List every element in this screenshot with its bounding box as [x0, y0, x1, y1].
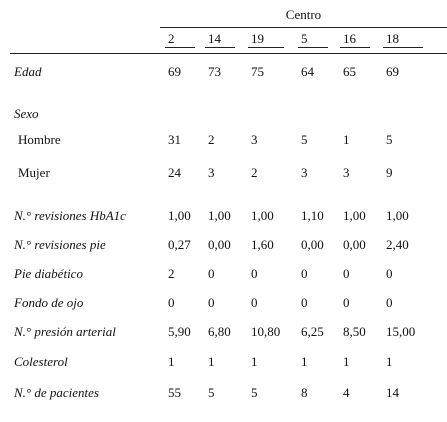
row-label: Hombre — [18, 132, 61, 147]
column-header-underline — [205, 47, 235, 48]
table-cell: 5,90 — [168, 324, 191, 339]
table-cell: 1 — [386, 354, 393, 369]
table-cell: 0 — [208, 266, 215, 281]
table-cell: 1 — [343, 132, 350, 147]
table-cell: 10,80 — [251, 324, 281, 339]
table-cell: 3 — [251, 132, 258, 147]
table-cell: 0 — [251, 266, 258, 281]
table-cell: 14 — [386, 385, 399, 400]
column-header-center: 5 — [301, 31, 308, 46]
row-label: Colesterol — [14, 354, 68, 369]
table-cell: 0 — [168, 295, 175, 310]
table-cell: 15,00 — [386, 324, 416, 339]
table-cell: 3 — [208, 165, 215, 180]
table-cell: 1,00 — [251, 208, 274, 223]
table-cell: 5 — [208, 385, 215, 400]
row-label: Edad — [14, 64, 42, 79]
row-label: N.° de pacientes — [14, 385, 99, 400]
table-cell: 1,00 — [386, 208, 409, 223]
table-cell: 0 — [208, 295, 215, 310]
table-cell: 3 — [343, 165, 350, 180]
table-cell: 2 — [168, 266, 175, 281]
table-cell: 0 — [301, 266, 308, 281]
column-header-center: 14 — [208, 31, 221, 46]
table-cell: 0 — [386, 295, 393, 310]
table-cell: 0 — [343, 266, 350, 281]
column-header-center: 19 — [251, 31, 264, 46]
row-label: N.° presión arterial — [14, 324, 116, 339]
table-cell: 6,25 — [301, 324, 324, 339]
column-header-underline — [340, 47, 370, 48]
column-header-underline — [298, 47, 328, 48]
table-cell: 4 — [343, 385, 350, 400]
table-group-header: Centro — [285, 7, 322, 22]
table-cell: 73 — [208, 64, 221, 79]
column-header-underline — [248, 47, 284, 48]
table-cell: 0,00 — [208, 237, 231, 252]
row-label: N.° revisiones pie — [14, 237, 106, 252]
table-cell: 5 — [251, 385, 258, 400]
table-cell: 1,10 — [301, 208, 324, 223]
column-header-underline — [165, 47, 195, 48]
column-header-underline — [383, 47, 423, 48]
row-label: Pie diabético — [14, 266, 83, 281]
table-cell: 1,00 — [343, 208, 366, 223]
table-cell: 0,00 — [301, 237, 324, 252]
table-cell: 31 — [168, 132, 181, 147]
table-cell: 8,50 — [343, 324, 366, 339]
table-cell: 1 — [343, 354, 350, 369]
row-label: N.° revisiones HbA1c — [14, 208, 126, 223]
table-cell: 64 — [301, 64, 314, 79]
table-cell: 1,00 — [208, 208, 231, 223]
table-cell: 2 — [208, 132, 215, 147]
table-cell: 55 — [168, 385, 181, 400]
table-cell: 75 — [251, 64, 264, 79]
table-cell: 1 — [208, 354, 215, 369]
table-cell: 5 — [301, 132, 308, 147]
table-cell: 0 — [386, 266, 393, 281]
table-cell: 1 — [168, 354, 175, 369]
table-cell: 65 — [343, 64, 356, 79]
table-cell: 1,00 — [168, 208, 191, 223]
table-cell: 3 — [301, 165, 308, 180]
table-cell: 5 — [386, 132, 393, 147]
table-header-rule — [10, 53, 447, 54]
table-cell: 1 — [251, 354, 258, 369]
column-header-center: 16 — [343, 31, 356, 46]
table-cell: 0,27 — [168, 237, 191, 252]
table-cell: 69 — [168, 64, 181, 79]
table-cell: 69 — [386, 64, 399, 79]
table-cell: 1 — [301, 354, 308, 369]
row-label: Mujer — [18, 165, 50, 180]
table-cell: 0,00 — [343, 237, 366, 252]
table-top-rule — [160, 27, 447, 28]
table-cell: 24 — [168, 165, 181, 180]
table-cell: 0 — [343, 295, 350, 310]
table-cell: 1,60 — [251, 237, 274, 252]
row-label: Sexo — [14, 106, 39, 121]
row-label: Fondo de ojo — [14, 295, 84, 310]
column-header-center: 18 — [386, 31, 399, 46]
table-cell: 6,80 — [208, 324, 231, 339]
table-cell: 2,40 — [386, 237, 409, 252]
table-cell: 9 — [386, 165, 393, 180]
column-header-center: 2 — [168, 31, 175, 46]
table-cell: 0 — [301, 295, 308, 310]
table-cell: 2 — [251, 165, 258, 180]
table-cell: 0 — [251, 295, 258, 310]
table-cell: 8 — [301, 385, 308, 400]
